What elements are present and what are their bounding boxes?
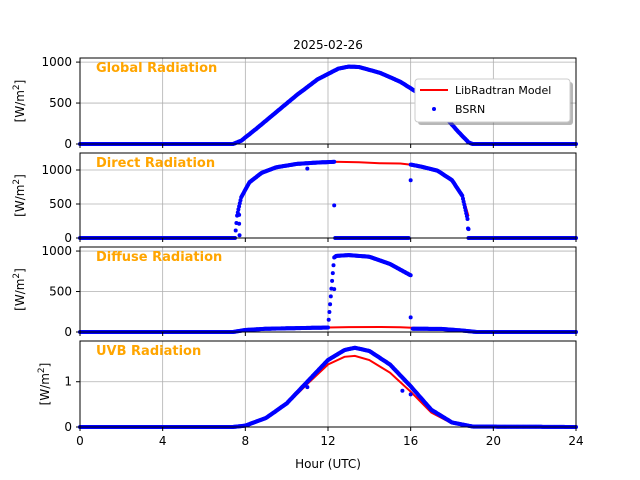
y-axis-label-close: ] (13, 174, 27, 179)
bsrn-point (332, 159, 337, 164)
legend-model-label: LibRadtran Model (455, 84, 551, 97)
bsrn-point (326, 317, 331, 322)
bsrn-point (328, 294, 333, 299)
bsrn-point (237, 204, 242, 209)
bsrn-point (408, 315, 413, 320)
x-tick-label: 16 (403, 434, 418, 448)
legend: LibRadtran Model BSRN (414, 78, 573, 125)
y-tick-label: 1000 (41, 244, 72, 258)
y-tick-label: 1 (64, 375, 72, 389)
panel-2: 0 500 1000 Diffuse Radiation [W/m2] (12, 244, 578, 339)
y-axis-label-exponent: 2 (12, 273, 22, 279)
bsrn-point (330, 271, 335, 276)
y-axis-label-exponent: 2 (12, 179, 22, 185)
bsrn-point (330, 278, 335, 283)
x-tick-label: 12 (320, 434, 335, 448)
x-tick-label: 0 (76, 434, 84, 448)
y-tick-label: 1000 (41, 163, 72, 177)
bsrn-point (331, 263, 336, 268)
bsrn-point (326, 325, 330, 330)
y-axis-label-unit: [W/m (13, 185, 27, 217)
y-tick-label: 0 (64, 420, 72, 434)
y-axis-label-exponent: 2 (37, 367, 47, 373)
y-axis-label-unit: [W/m (13, 90, 27, 122)
x-tick-label: 20 (486, 434, 501, 448)
y-tick-label: 0 (64, 325, 72, 339)
bsrn-point (238, 198, 243, 203)
y-axis-label-close: ] (13, 268, 27, 273)
y-axis-label-close: ] (13, 80, 27, 85)
y-axis-label: [W/m2] (12, 174, 27, 217)
bsrn-point (328, 302, 333, 307)
y-tick-label: 1000 (41, 55, 72, 69)
bsrn-point (237, 221, 242, 226)
y-axis-label-unit: [W/m (38, 373, 52, 405)
x-tick-label: 4 (159, 434, 167, 448)
bsrn-point (327, 310, 332, 314)
bsrn-point (408, 178, 413, 183)
bsrn-point (237, 212, 242, 217)
y-axis-label: [W/m2] (12, 268, 27, 311)
legend-bsrn-swatch (432, 107, 436, 111)
panel-label: Direct Radiation (96, 156, 215, 171)
bsrn-point (305, 166, 310, 171)
bsrn-point (305, 385, 310, 390)
x-tick-label: 8 (242, 434, 250, 448)
y-axis-label: [W/m2] (12, 80, 27, 123)
y-axis-label: [W/m2] (37, 363, 52, 406)
bsrn-point (408, 273, 413, 278)
bsrn-point (466, 227, 471, 232)
bsrn-point (237, 201, 242, 206)
y-axis-label-unit: [W/m (13, 279, 27, 311)
y-tick-label: 500 (49, 197, 72, 211)
panel-0: 0 500 1000 Global Radiation [W/m2] (12, 55, 578, 151)
y-axis-label-exponent: 2 (12, 84, 22, 90)
bsrn-point (332, 287, 337, 292)
panel-3: 0 1 0 4 8 12 16 20 24 UVB Radiation [W/m2] (37, 340, 584, 448)
panel-label: Diffuse Radiation (96, 250, 222, 265)
bsrn-point (332, 203, 337, 208)
y-tick-label: 500 (49, 285, 72, 299)
figure-title: 2025-02-26 (293, 38, 363, 52)
y-tick-label: 500 (49, 96, 72, 110)
bsrn-point (408, 392, 413, 397)
y-tick-label: 0 (64, 137, 72, 151)
y-tick-label: 0 (64, 231, 72, 245)
y-axis-label-close: ] (38, 363, 52, 368)
legend-bsrn-label: BSRN (455, 103, 485, 116)
legend-box (414, 78, 571, 123)
panel-1: 0 500 1000 Direct Radiation [W/m2] (12, 152, 578, 245)
bsrn-point (236, 207, 241, 212)
bsrn-point (237, 233, 242, 238)
bsrn-point (233, 228, 238, 233)
bsrn-point (465, 217, 470, 221)
panel-label: Global Radiation (96, 61, 217, 76)
bsrn-point (400, 388, 405, 393)
x-tick-label: 24 (568, 434, 583, 448)
panel-label: UVB Radiation (96, 344, 201, 359)
x-axis-label: Hour (UTC) (295, 457, 361, 471)
